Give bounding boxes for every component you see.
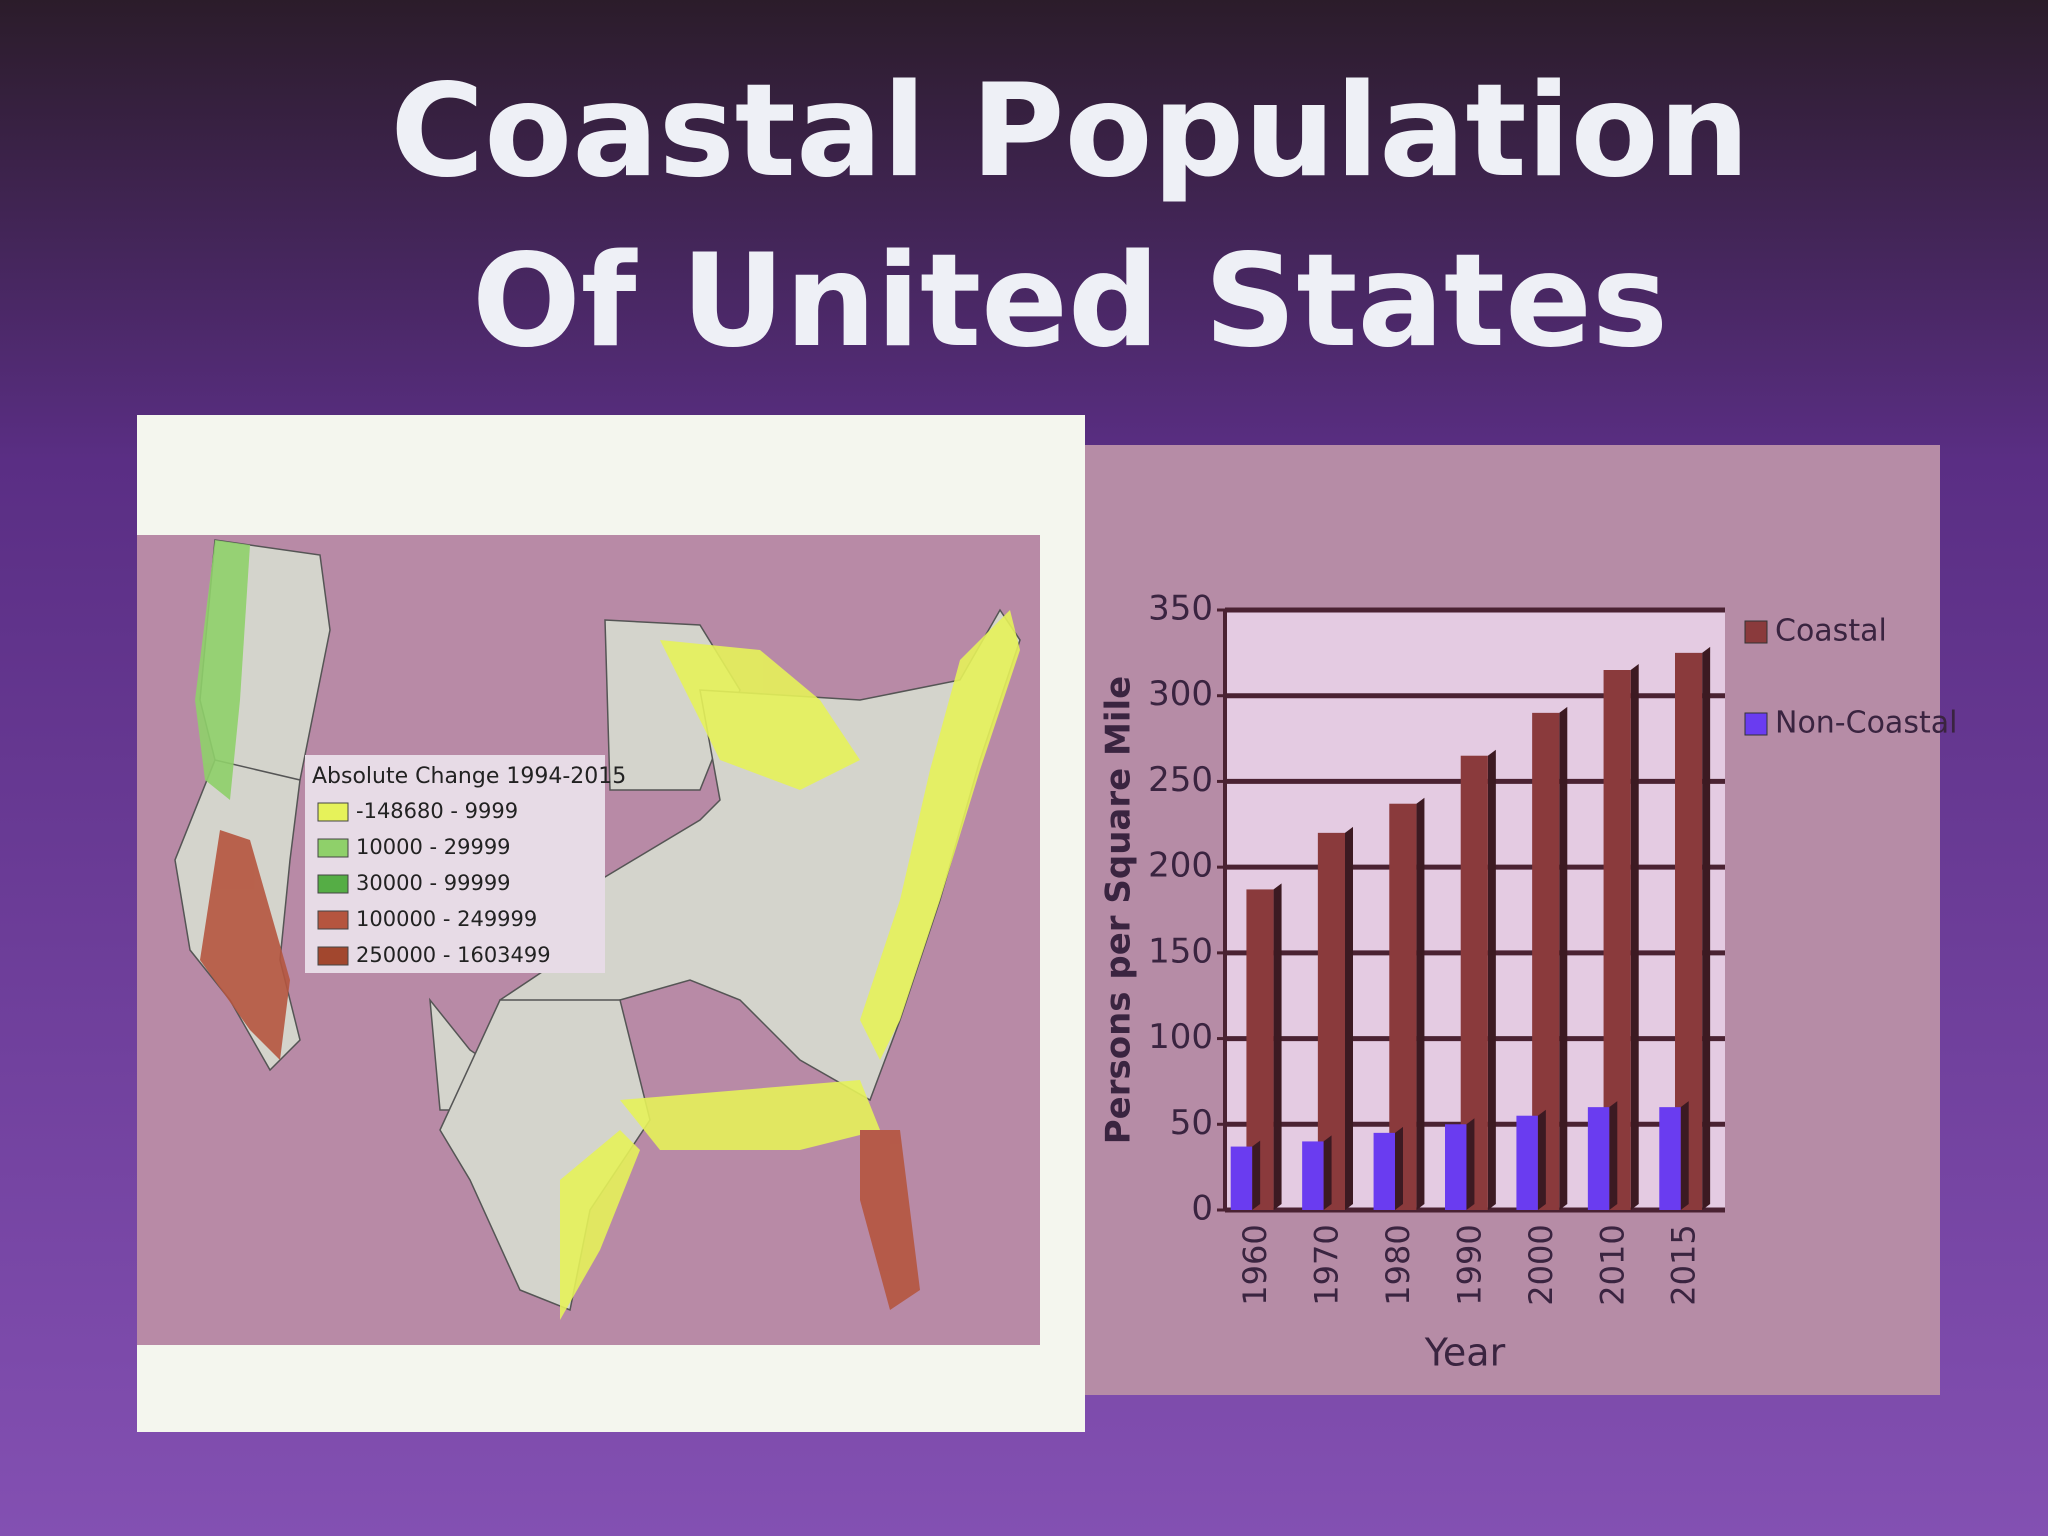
legend-label: Coastal [1775, 614, 1887, 649]
legend-label: 100000 - 249999 [356, 907, 537, 931]
legend-label: -148680 - 9999 [356, 799, 518, 823]
y-tick-label: 350 [1148, 589, 1213, 629]
bar [1230, 1146, 1253, 1210]
y-axis-label: Persons per Square Mile [1099, 676, 1139, 1144]
x-tick-label: 1960 [1236, 1224, 1274, 1305]
bar [1587, 1107, 1610, 1210]
y-tick-label: 100 [1148, 1017, 1213, 1057]
bar-side [1609, 1101, 1618, 1210]
x-tick-label: 2010 [1593, 1224, 1631, 1305]
bar-side [1395, 1126, 1403, 1210]
bar-chart: 0 50 100 150 200 250 300 350 1960 1970 1980 1990 200… [1148, 589, 1957, 1306]
legend-swatch [317, 838, 349, 858]
bar-side [1559, 706, 1568, 1210]
bar-side [1537, 1109, 1546, 1210]
x-tick-label: 1990 [1450, 1224, 1488, 1305]
x-tick-label: 1980 [1379, 1224, 1417, 1305]
legend-label: 250000 - 1603499 [356, 943, 551, 967]
y-tick-label: 50 [1170, 1103, 1213, 1143]
bar-side [1487, 749, 1496, 1210]
bar [1373, 1132, 1395, 1210]
map-legend-entries: -148680 - 9999 10000 - 29999 30000 - 99999… [317, 799, 551, 967]
y-tick-label: 200 [1148, 846, 1213, 886]
bar [1445, 1124, 1467, 1210]
slide-title: Coastal Population [390, 57, 1749, 206]
bar-side [1252, 1140, 1261, 1210]
legend-swatch [1744, 712, 1768, 736]
legend-swatch [317, 946, 349, 966]
bar-side [1630, 664, 1639, 1210]
y-tick-label: 300 [1148, 674, 1213, 714]
coastal-counties [195, 540, 1020, 1320]
map-legend-title: Absolute Change 1994-2015 [312, 764, 626, 789]
x-tick-label: 1970 [1308, 1224, 1346, 1305]
legend-swatch [317, 874, 349, 894]
legend-label: 30000 - 99999 [356, 871, 511, 895]
bar-side [1273, 883, 1282, 1210]
map-legend [305, 755, 605, 973]
slide-title: Of United States [472, 227, 1668, 376]
legend-swatch [1744, 620, 1768, 644]
bar-side [1680, 1101, 1689, 1210]
x-tick-label: 2015 [1665, 1224, 1703, 1305]
y-tick-label: 250 [1148, 760, 1213, 800]
bar-side [1345, 826, 1353, 1210]
y-tick-label: 150 [1148, 931, 1213, 971]
legend-swatch [317, 910, 349, 930]
bar [1302, 1141, 1324, 1210]
bar [1516, 1115, 1538, 1210]
bar-side [1702, 646, 1711, 1210]
x-axis-label: Year [1424, 1331, 1506, 1375]
bar-side [1323, 1135, 1332, 1210]
bar-side [1416, 797, 1425, 1210]
bar-side [1466, 1118, 1475, 1210]
legend-label: Non-Coastal [1775, 706, 1957, 741]
legend-swatch [317, 802, 349, 822]
bar [1659, 1107, 1681, 1210]
x-tick-label: 2000 [1522, 1224, 1560, 1305]
legend-label: 10000 - 29999 [356, 835, 511, 859]
y-tick-label: 0 [1191, 1189, 1213, 1229]
